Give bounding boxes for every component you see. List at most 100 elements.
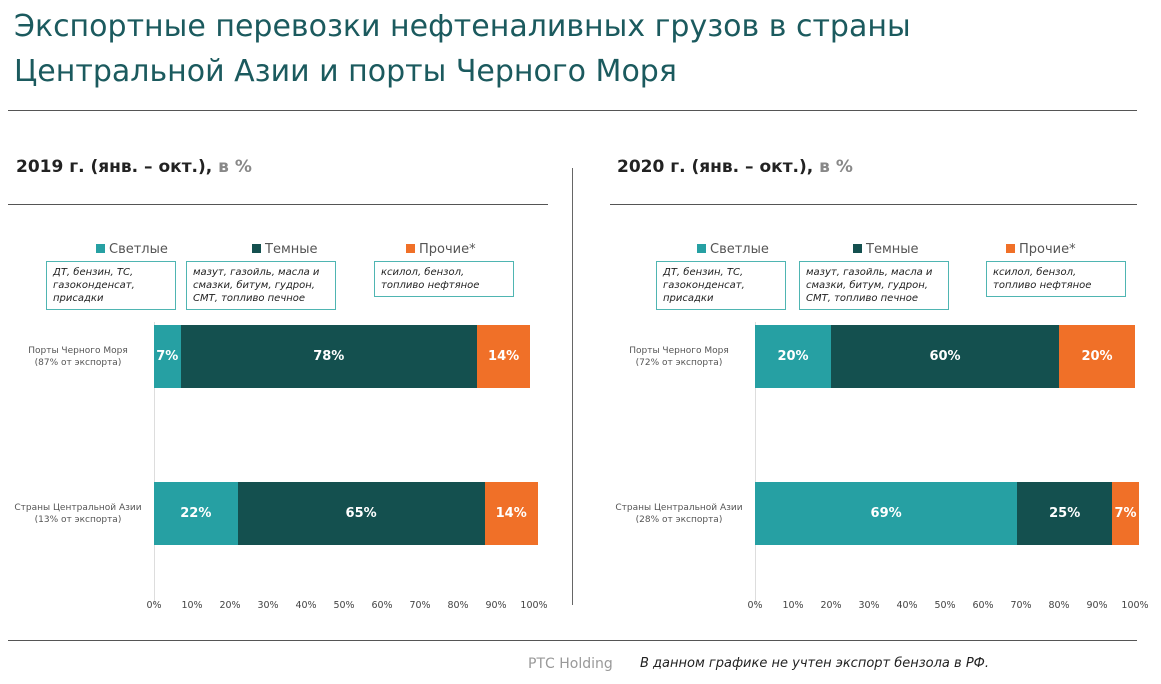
legend-swatch <box>697 244 706 253</box>
legend-description-line: мазут, газойль, масла и <box>806 267 933 278</box>
panel-title: 2019 г. (янв. – окт.), в % <box>16 157 252 177</box>
data-label: 25% <box>1049 506 1081 521</box>
legend-description-line: СМТ, топливо печное <box>193 293 306 304</box>
data-label: 65% <box>345 506 377 521</box>
legend-item: Светлые <box>96 242 168 257</box>
legend-label: Прочие* <box>1019 242 1076 257</box>
y-axis-line <box>154 322 155 604</box>
panel-title-divider <box>610 204 1137 205</box>
legend-swatch <box>853 244 862 253</box>
title-divider <box>8 110 1137 111</box>
x-tick-label: 90% <box>1086 600 1108 611</box>
x-tick-label: 50% <box>934 600 956 611</box>
panel-period: 2020 г. (янв. – окт.), <box>617 157 814 177</box>
x-tick-label: 10% <box>782 600 804 611</box>
legend-item: Прочие* <box>1006 242 1076 257</box>
legend-swatch <box>96 244 105 253</box>
legend-swatch <box>1006 244 1015 253</box>
legend-description-box: ДТ, бензин, ТС, газоконденсат, присадки <box>656 261 786 310</box>
footer-divider <box>8 640 1137 641</box>
y-axis-line <box>755 322 756 604</box>
legend-description-line: ксилол, бензол, <box>381 267 465 278</box>
legend-description-line: газоконденсат, <box>663 280 745 291</box>
x-tick-label: 90% <box>485 600 507 611</box>
category-label: Страны Центральной Азии (28% от экспорта) <box>609 502 749 526</box>
panel-period: 2019 г. (янв. – окт.), <box>16 157 213 177</box>
bar-segment-dark: 25% <box>1017 482 1113 545</box>
x-tick-label: 50% <box>333 600 355 611</box>
bar-segment-dark: 60% <box>831 325 1059 388</box>
category-share: (28% от экспорта) <box>635 515 723 525</box>
data-label: 69% <box>870 506 902 521</box>
bar-segment-other: 7% <box>1112 482 1139 545</box>
data-label: 7% <box>156 349 179 364</box>
legend-description-line: топливо нефтяное <box>381 280 480 291</box>
x-tick-label: 0% <box>747 600 763 611</box>
x-tick-label: 20% <box>219 600 241 611</box>
category-share: (87% от экспорта) <box>34 358 122 368</box>
legend-description-line: СМТ, топливо печное <box>806 293 919 304</box>
category-name: Порты Черного Моря <box>28 346 128 356</box>
footer-brand: РТС Holding <box>528 656 613 672</box>
panel-title-divider <box>8 204 548 205</box>
x-tick-label: 20% <box>820 600 842 611</box>
bar-segment-dark: 65% <box>237 482 485 545</box>
legend-description-line: присадки <box>53 293 104 304</box>
legend-item: Светлые <box>697 242 769 257</box>
legend-description-box: ДТ, бензин, ТС, газоконденсат, присадки <box>46 261 176 310</box>
legend-description-line: топливо нефтяное <box>993 280 1092 291</box>
legend-description-line: ДТ, бензин, ТС, <box>663 267 744 278</box>
data-label: 78% <box>313 349 345 364</box>
x-tick-label: 60% <box>972 600 994 611</box>
legend-label: Светлые <box>109 242 168 257</box>
x-tick-label: 10% <box>181 600 203 611</box>
title-line-1: Экспортные перевозки нефтеналивных грузо… <box>14 9 911 44</box>
legend-item: Прочие* <box>406 242 476 257</box>
data-label: 14% <box>495 506 527 521</box>
legend-label: Темные <box>866 242 919 257</box>
panel-unit: в % <box>819 157 853 177</box>
data-label: 60% <box>929 349 961 364</box>
x-tick-label: 80% <box>1048 600 1070 611</box>
x-tick-label: 100% <box>520 600 548 611</box>
bar-segment-light: 20% <box>755 325 831 388</box>
legend-label: Темные <box>265 242 318 257</box>
x-tick-label: 70% <box>409 600 431 611</box>
legend-description-line: смазки, битум, гудрон, <box>806 280 928 291</box>
title-line-2: Центральной Азии и порты Черного Моря <box>14 54 677 89</box>
legend-label: Прочие* <box>419 242 476 257</box>
category-name: Страны Центральной Азии <box>14 503 142 513</box>
x-tick-label: 70% <box>1010 600 1032 611</box>
legend-description-box: мазут, газойль, масла и смазки, битум, гу… <box>799 261 949 310</box>
category-share: (13% от экспорта) <box>34 515 122 525</box>
bar-segment-dark: 78% <box>180 325 477 388</box>
data-label: 20% <box>777 349 809 364</box>
legend-description-line: ксилол, бензол, <box>993 267 1077 278</box>
footer-note: В данном графике не учтен экспорт бензол… <box>640 656 989 671</box>
category-label: Порты Черного Моря (87% от экспорта) <box>8 345 148 369</box>
bar-segment-other: 14% <box>484 482 538 545</box>
slide-title: Экспортные перевозки нефтеналивных грузо… <box>14 4 911 94</box>
category-label: Страны Центральной Азии (13% от экспорта) <box>8 502 148 526</box>
legend-swatch <box>252 244 261 253</box>
x-tick-label: 30% <box>257 600 279 611</box>
legend-description-line: смазки, битум, гудрон, <box>193 280 315 291</box>
x-tick-label: 80% <box>447 600 469 611</box>
x-tick-label: 30% <box>858 600 880 611</box>
data-label: 22% <box>180 506 212 521</box>
x-tick-label: 0% <box>146 600 162 611</box>
legend-description-box: ксилол, бензол, топливо нефтяное <box>374 261 514 297</box>
category-name: Страны Центральной Азии <box>615 503 743 513</box>
data-label: 7% <box>1114 506 1137 521</box>
legend-description-line: мазут, газойль, масла и <box>193 267 320 278</box>
category-name: Порты Черного Моря <box>629 346 729 356</box>
category-share: (72% от экспорта) <box>635 358 723 368</box>
bar-segment-light: 22% <box>154 482 238 545</box>
panel-title: 2020 г. (янв. – окт.), в % <box>617 157 853 177</box>
legend-description-box: мазут, газойль, масла и смазки, битум, гу… <box>186 261 336 310</box>
x-tick-label: 40% <box>295 600 317 611</box>
bar-segment-other: 20% <box>1059 325 1135 388</box>
x-tick-label: 40% <box>896 600 918 611</box>
legend-swatch <box>406 244 415 253</box>
